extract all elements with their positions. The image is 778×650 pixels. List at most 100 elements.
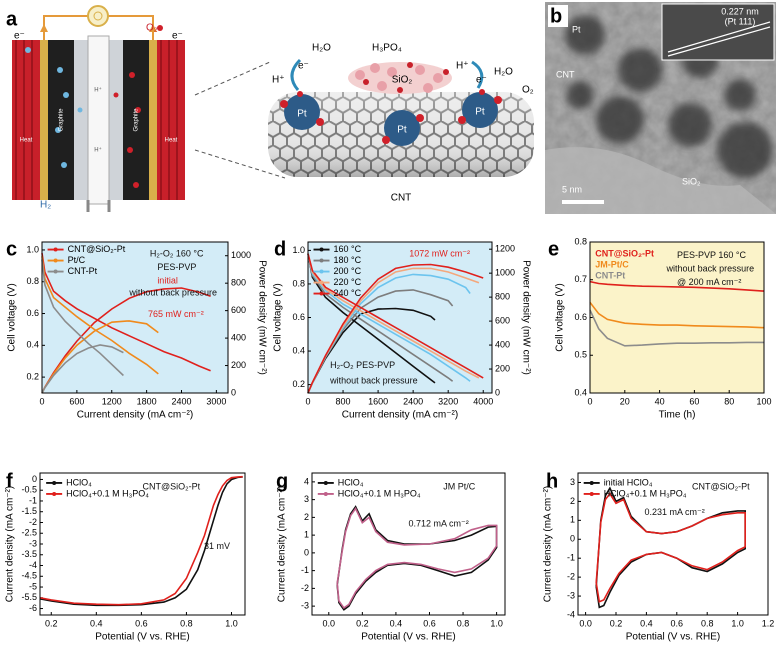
legend-marker <box>319 291 324 296</box>
legend-label: 240 °C <box>334 288 362 298</box>
series-line <box>336 506 498 610</box>
legend-marker <box>53 247 58 252</box>
annotation: CNT@SiO₂-Pt <box>692 482 750 492</box>
legend-label: CNT@SiO₂-Pt <box>68 244 126 254</box>
y-tick-label: -2 <box>29 517 37 527</box>
x-tick-label: 0.8 <box>180 618 193 628</box>
y-tick-label: 0.4 <box>292 345 305 355</box>
y2-tick-label: 800 <box>231 278 246 288</box>
annotation: without back pressure <box>329 375 418 385</box>
plot-frame <box>311 472 506 616</box>
x-tick-label: 0 <box>305 396 310 406</box>
lattice-line <box>667 21 771 57</box>
annotation: 31 mV <box>204 541 230 551</box>
y2-tick-label: 200 <box>231 360 246 370</box>
y-tick-label: 0.7 <box>574 274 587 284</box>
legend-label: Pt/C <box>68 255 86 265</box>
y-tick-label: 0.2 <box>292 379 305 389</box>
x-tick-label: 3200 <box>438 396 458 406</box>
x-tick-label: 2400 <box>171 396 191 406</box>
plot-frame <box>307 241 493 394</box>
label: H⁺ <box>94 147 102 154</box>
membrane <box>87 35 110 205</box>
x-tick-label: 0.8 <box>701 618 714 628</box>
label: H₂O <box>312 43 331 54</box>
legend-marker <box>589 480 594 485</box>
label: O₂ <box>522 85 534 96</box>
annotation: @ 200 mA cm⁻² <box>677 277 741 287</box>
x-tick-label: 0.2 <box>45 618 58 628</box>
y-axis-label: Cell voltage (V) <box>7 283 18 351</box>
y-tick-label: 0.6 <box>26 308 39 318</box>
y-axis-label: Cell voltage (V) <box>273 283 284 351</box>
plot-background <box>42 242 228 393</box>
label: H₃PO₄ <box>372 43 402 54</box>
y-tick-label: -3 <box>567 590 575 600</box>
legend-marker <box>53 269 58 274</box>
series-line <box>307 253 484 379</box>
y-tick-label: -2 <box>567 572 575 582</box>
x-tick-label: 1800 <box>137 396 157 406</box>
y2-tick-label: 600 <box>231 305 246 315</box>
y-tick-label: 0.6 <box>292 312 305 322</box>
x-tick-label: 1.0 <box>731 618 744 628</box>
y-axis-label: Current density (mA cm⁻²) <box>543 486 554 602</box>
plate <box>149 40 157 200</box>
x-tick-label: 2400 <box>403 396 423 406</box>
y-tick-label: 2 <box>304 512 309 522</box>
label: Graphite <box>134 108 140 132</box>
legend-marker <box>52 491 57 496</box>
load <box>87 5 109 27</box>
x-tick-label: 0.4 <box>90 618 103 628</box>
series-line <box>41 259 124 377</box>
label-bg <box>548 5 568 27</box>
legend-label: HClO₄+0.1 M H₃PO₄ <box>604 488 687 498</box>
x-tick-label: 60 <box>689 396 699 406</box>
label: e⁻ <box>476 75 487 86</box>
annotation: without back pressure <box>128 288 217 298</box>
series-line <box>595 492 746 603</box>
y2-tick-label: 400 <box>231 332 246 342</box>
y-tick-label: 1.0 <box>292 245 305 255</box>
label: H⁺ <box>456 61 469 72</box>
x-axis-label: Current density (mA cm⁻²) <box>77 410 193 421</box>
panel-label: g <box>276 470 288 492</box>
x-tick-label: 0.2 <box>356 618 369 628</box>
label: e⁻ <box>14 31 25 42</box>
y-tick-label: -1 <box>567 553 575 563</box>
annotation: 765 mW cm⁻² <box>148 309 204 319</box>
plot-frame <box>589 241 765 394</box>
label: CNT <box>391 193 412 204</box>
legend-marker <box>319 247 324 252</box>
pipe <box>86 200 111 212</box>
legend-label: CNT@SiO₂-Pt <box>595 248 654 258</box>
x-tick-label: 600 <box>69 396 84 406</box>
x-axis-label: Potential (V vs. RHE) <box>95 632 189 643</box>
inset <box>661 3 775 61</box>
x-tick-label: 20 <box>620 396 630 406</box>
x-axis-label: Current density (mA cm⁻²) <box>342 410 458 421</box>
y-tick-label: 2 <box>570 496 575 506</box>
y2-tick-label: 200 <box>495 363 510 373</box>
label: H₂ <box>40 200 51 211</box>
x-tick-label: 80 <box>724 396 734 406</box>
oxygen-dots <box>113 25 163 188</box>
label: SiO₂ <box>392 75 413 86</box>
series-line <box>307 253 454 382</box>
heater-stripe <box>15 40 178 200</box>
y-tick-label: 0.2 <box>26 371 39 381</box>
legend-label: 160 °C <box>334 244 362 254</box>
y-tick-label: -4 <box>567 609 575 619</box>
annotation: initial <box>157 276 178 286</box>
electrode <box>74 40 88 200</box>
y-axis-label: Current density (mA cm⁻²) <box>277 486 288 602</box>
y2-tick-label: 1200 <box>495 244 515 254</box>
series-line <box>307 253 471 382</box>
x-tick-label: 0.4 <box>390 618 403 628</box>
y-tick-label: 0.8 <box>292 278 305 288</box>
label: Heat <box>20 138 33 144</box>
legend-marker <box>323 480 328 485</box>
label: e⁻ <box>298 61 309 72</box>
x-tick-label: 0.6 <box>423 618 436 628</box>
label: (Pt 111) <box>725 16 756 26</box>
